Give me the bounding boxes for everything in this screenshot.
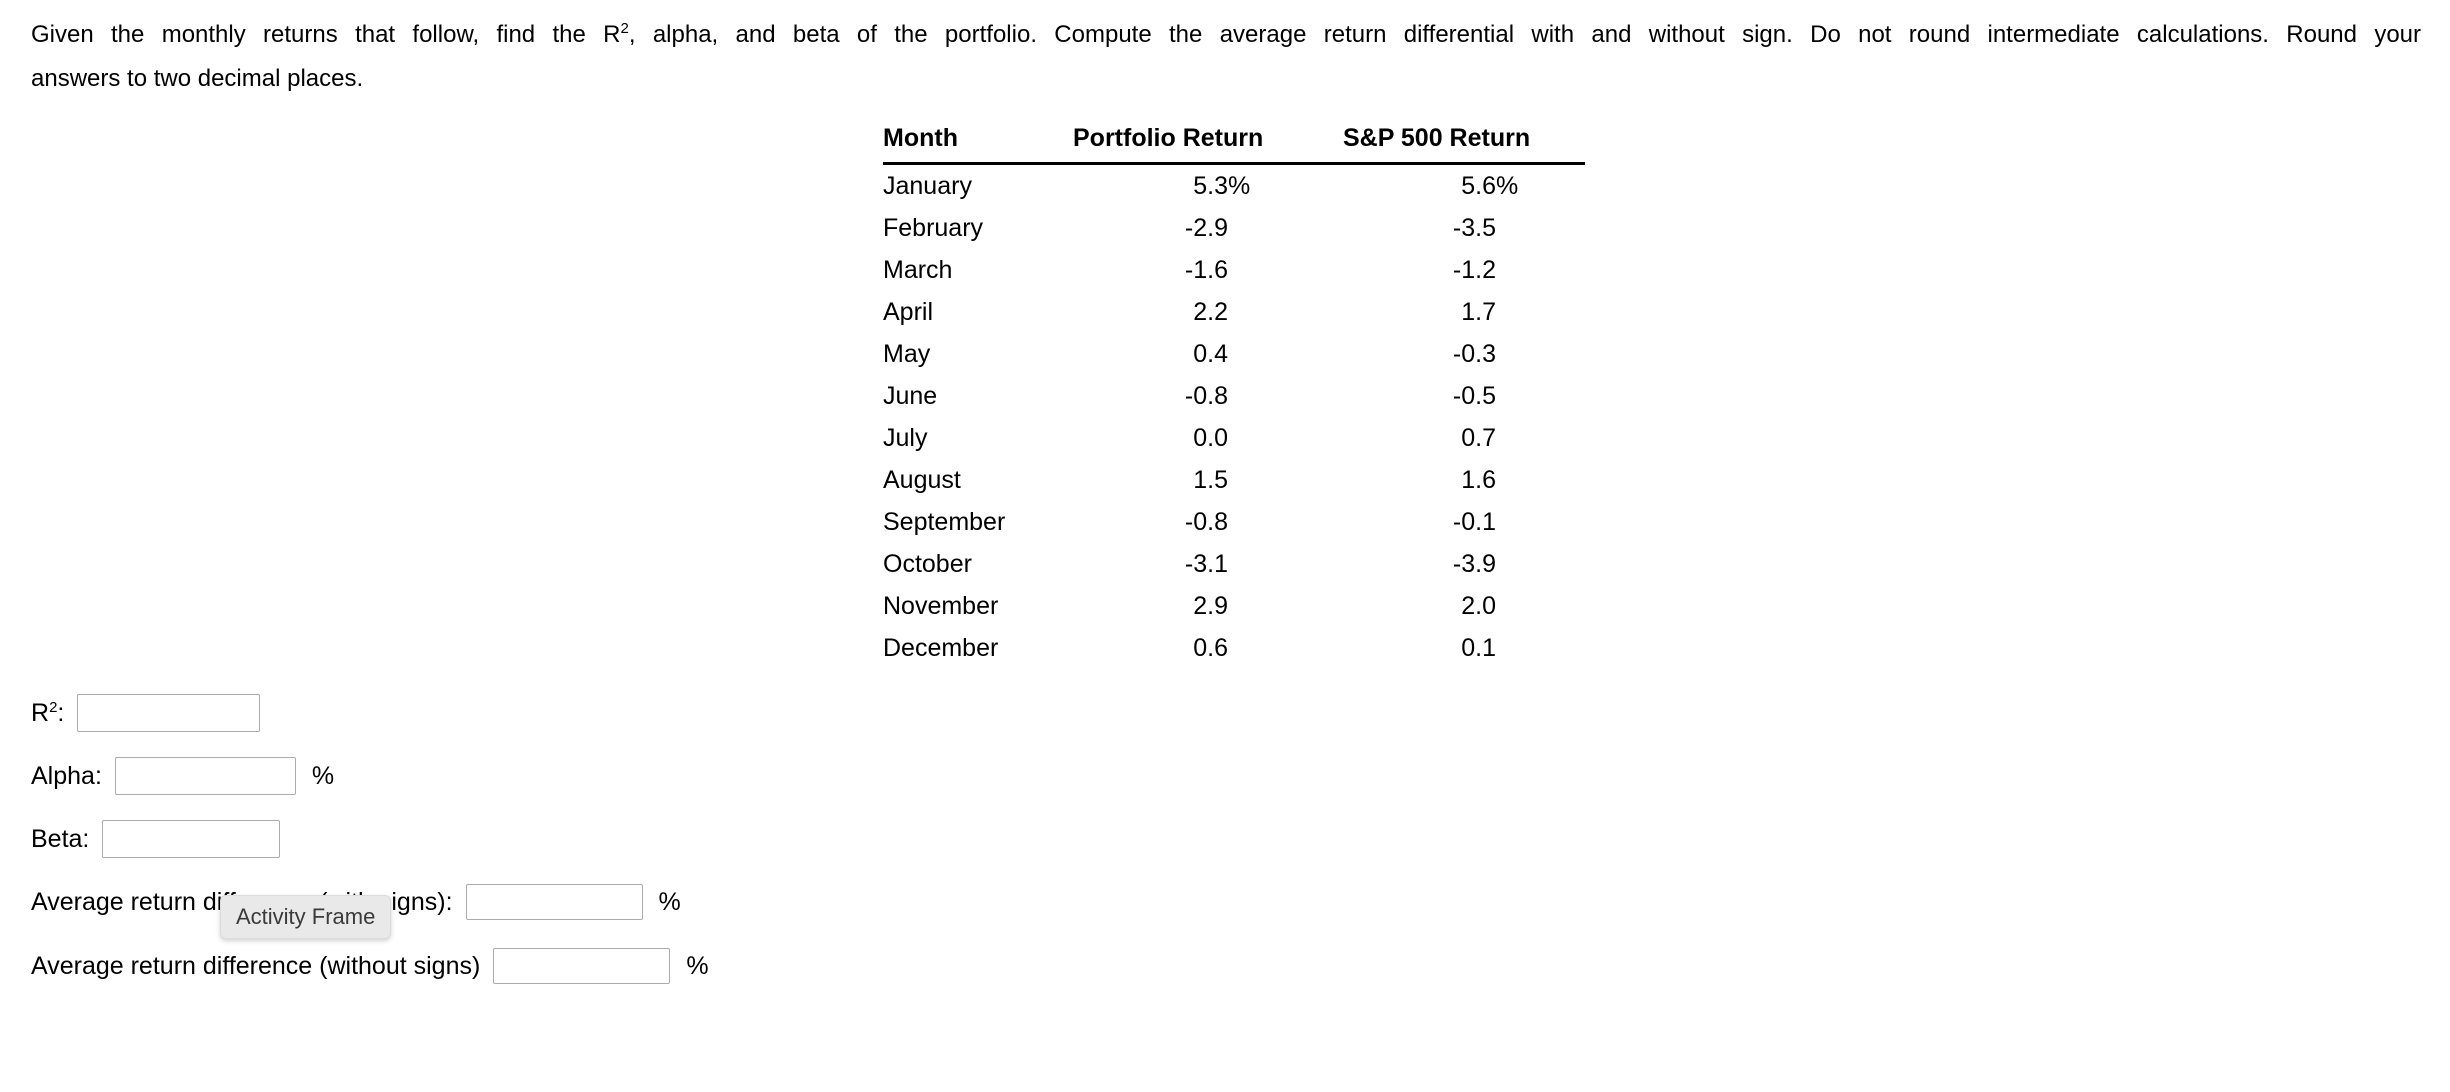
sp500-return-cell: 0.7 <box>1461 423 1496 452</box>
r-squared-label-colon: : <box>57 698 65 727</box>
beta-label: Beta: <box>31 824 90 853</box>
table-row: October -3.1 -3.9 <box>883 543 1585 585</box>
beta-input[interactable] <box>102 820 281 858</box>
month-cell: January <box>883 171 972 200</box>
table-row: November 2.9 2.0 <box>883 585 1585 627</box>
month-cell: June <box>883 381 938 410</box>
portfolio-return-cell: -0.8 <box>1184 381 1228 410</box>
month-cell: May <box>883 339 931 368</box>
table-row: March -1.6 -1.2 <box>883 249 1585 291</box>
r-squared-label-base: R <box>31 698 50 727</box>
portfolio-return-cell: 0.4 <box>1193 339 1228 368</box>
table-row: June -0.8 -0.5 <box>883 375 1585 417</box>
alpha-label: Alpha: <box>31 761 102 790</box>
month-cell: August <box>883 465 961 494</box>
portfolio-return-cell: -2.9 <box>1184 213 1228 242</box>
table-header-row: Month Portfolio Return S&P 500 Return <box>883 122 1585 165</box>
r-squared-label: R2: <box>31 699 64 728</box>
sp500-return-cell: -0.5 <box>1452 381 1496 410</box>
sp500-return-cell: -0.1 <box>1452 507 1496 536</box>
question-line1-post: , alpha, and beta of the portfolio. Comp… <box>628 21 2422 48</box>
alpha-answer-row: Alpha: % <box>31 757 334 795</box>
activity-frame-tooltip: Activity Frame <box>220 895 392 939</box>
table-body: January 5.3% 5.6% February -2.9 -3.5 March -1.6… <box>883 164 1585 670</box>
table-row: September -0.8 -0.1 <box>883 501 1585 543</box>
sp500-return-cell: -1.2 <box>1452 255 1496 284</box>
table-row: May 0.4 -0.3 <box>883 333 1585 375</box>
portfolio-return-cell: 0.6 <box>1193 633 1228 662</box>
portfolio-return-cell: 5.3% <box>1193 171 1251 200</box>
table-row: February -2.9 -3.5 <box>883 207 1585 249</box>
month-cell: December <box>883 633 999 662</box>
month-cell: October <box>883 549 972 578</box>
month-cell: September <box>883 507 1006 536</box>
r-squared-input[interactable] <box>77 694 261 732</box>
beta-answer-row: Beta: <box>31 820 281 858</box>
sp500-return-cell: 1.6 <box>1461 465 1496 494</box>
percent-sign: % <box>1496 171 1519 200</box>
portfolio-return-cell: -3.1 <box>1184 549 1228 578</box>
portfolio-return-cell: 2.9 <box>1193 591 1228 620</box>
portfolio-return-cell: 2.2 <box>1193 297 1228 326</box>
with-signs-percent-sign: % <box>658 887 681 916</box>
r-squared-superscript: 2 <box>620 20 629 37</box>
month-cell: November <box>883 591 999 620</box>
sp500-return-cell: 0.1 <box>1461 633 1496 662</box>
without-signs-label: Average return difference (without signs… <box>31 951 481 980</box>
sp500-return-cell: -3.9 <box>1452 549 1496 578</box>
alpha-input[interactable] <box>114 757 296 795</box>
alpha-percent-sign: % <box>311 761 335 790</box>
month-cell: March <box>883 255 953 284</box>
month-cell: February <box>883 213 984 242</box>
returns-table: Month Portfolio Return S&P 500 Return Ja… <box>883 122 1585 669</box>
question-line-2: answers to two decimal places. <box>31 65 364 92</box>
table-row: July 0.0 0.7 <box>883 417 1585 459</box>
percent-sign: % <box>1228 171 1251 200</box>
column-header-sp500-return: S&P 500 Return <box>1293 122 1585 165</box>
portfolio-return-cell: -1.6 <box>1184 255 1228 284</box>
sp500-return-cell: 2.0 <box>1461 591 1496 620</box>
table-row: December 0.6 0.1 <box>883 627 1585 669</box>
table-row: January 5.3% 5.6% <box>883 164 1585 208</box>
portfolio-return-cell: -0.8 <box>1184 507 1228 536</box>
sp500-return-cell: -0.3 <box>1452 339 1496 368</box>
column-header-portfolio-return: Portfolio Return <box>1073 122 1293 165</box>
question-line-1: Given the monthly returns that follow, f… <box>31 14 2421 58</box>
question-line1-pre: Given the monthly returns that follow, f… <box>31 21 621 48</box>
without-signs-percent-sign: % <box>686 951 709 980</box>
with-signs-input[interactable] <box>465 884 643 920</box>
column-header-month: Month <box>883 122 1073 165</box>
sp500-return-cell: 1.7 <box>1461 297 1496 326</box>
table-row: August 1.5 1.6 <box>883 459 1585 501</box>
month-cell: July <box>883 423 928 452</box>
r-squared-label-superscript: 2 <box>49 698 58 716</box>
sp500-return-cell: -3.5 <box>1452 213 1496 242</box>
sp500-return-cell: 5.6% <box>1461 171 1519 200</box>
portfolio-return-cell: 0.0 <box>1193 423 1228 452</box>
r-squared-answer-row: R2: <box>31 694 261 732</box>
month-cell: April <box>883 297 934 326</box>
without-signs-input[interactable] <box>493 948 671 984</box>
question-text: Given the monthly returns that follow, f… <box>31 14 2421 99</box>
portfolio-return-cell: 1.5 <box>1193 465 1228 494</box>
without-signs-answer-row: Average return difference (without signs… <box>31 948 709 984</box>
table-row: April 2.2 1.7 <box>883 291 1585 333</box>
